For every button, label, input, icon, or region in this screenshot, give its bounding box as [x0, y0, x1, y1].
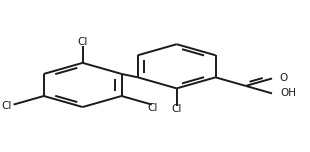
Text: OH: OH — [281, 88, 297, 98]
Text: Cl: Cl — [147, 103, 157, 113]
Text: O: O — [279, 73, 288, 83]
Text: Cl: Cl — [171, 104, 182, 114]
Text: Cl: Cl — [78, 37, 88, 47]
Text: Cl: Cl — [2, 101, 12, 111]
